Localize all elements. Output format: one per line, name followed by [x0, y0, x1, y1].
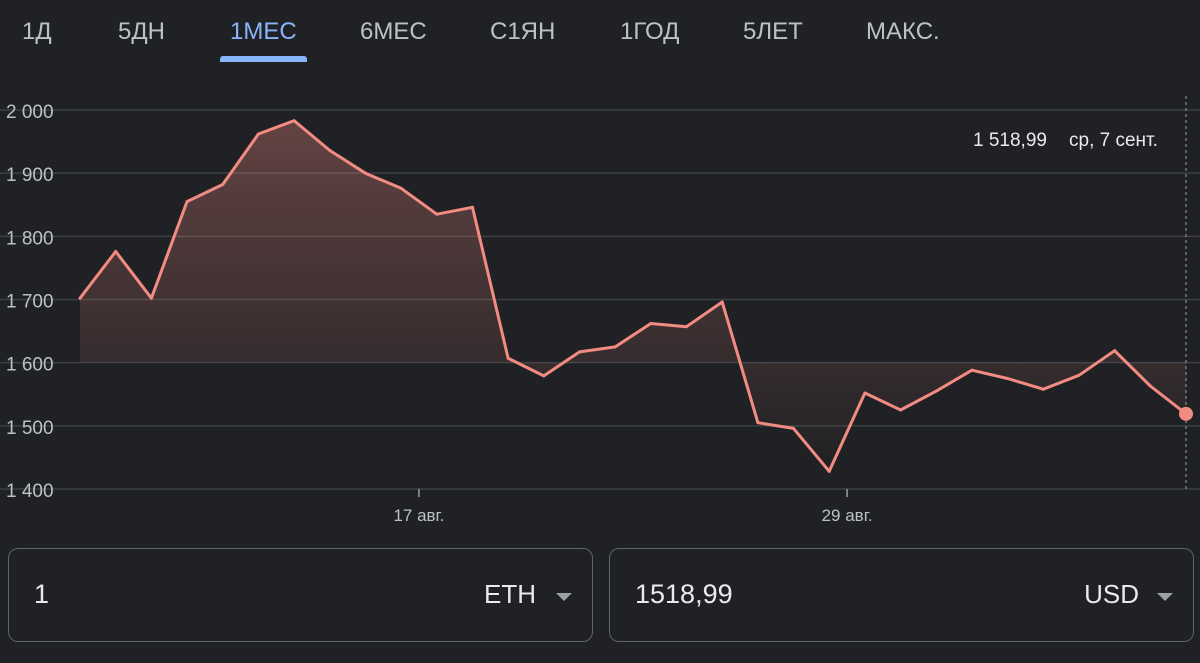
tab-max[interactable]: МАКС. [866, 18, 940, 45]
y-tick-label: 1 600 [6, 355, 54, 376]
data-point [149, 296, 153, 300]
price-area [80, 120, 1186, 472]
y-tick-label: 1 800 [6, 228, 54, 249]
data-point [756, 421, 760, 425]
tab-ytd[interactable]: С1ЯН [490, 18, 556, 45]
tooltip-value: 1 518,99 [973, 130, 1047, 151]
y-tick-label: 1 700 [6, 292, 54, 313]
y-tick-label: 1 400 [6, 481, 54, 502]
data-point [470, 205, 474, 209]
data-point [328, 148, 332, 152]
to-amount-input[interactable]: 1518,99 [635, 579, 733, 609]
y-tick-label: 1 900 [6, 165, 54, 186]
chevron-down-icon[interactable] [556, 593, 572, 601]
x-tick-label: 29 авг. [822, 506, 873, 525]
data-point [542, 374, 546, 378]
from-currency-select[interactable]: ETH [484, 579, 536, 609]
y-tick-label: 1 500 [6, 418, 54, 439]
tooltip-background [951, 116, 1186, 166]
data-point [613, 345, 617, 349]
data-point [720, 300, 724, 304]
data-point [506, 356, 510, 360]
price-chart[interactable]: 2 000 1 900 1 800 1 700 1 600 1 500 1 400 17 а… [0, 80, 1200, 530]
data-point [1006, 376, 1010, 380]
data-point [114, 249, 118, 253]
current-price-dot [1179, 406, 1193, 421]
tab-1m[interactable]: 1МЕС [230, 18, 297, 45]
data-point [1148, 384, 1152, 388]
tab-1d[interactable]: 1Д [22, 18, 52, 45]
data-point [1113, 349, 1117, 353]
tab-5d[interactable]: 5ДН [118, 18, 165, 45]
data-point [934, 389, 938, 393]
data-point [685, 325, 689, 329]
data-point [1077, 373, 1081, 377]
data-point [363, 171, 367, 175]
data-point [970, 368, 974, 372]
active-tab-indicator [220, 56, 307, 62]
x-tick-label: 17 авг. [393, 506, 444, 525]
to-currency-select[interactable]: USD [1084, 579, 1139, 609]
data-point [649, 322, 653, 326]
data-point [185, 200, 189, 204]
data-point [792, 426, 796, 430]
price-line [78, 119, 1187, 473]
data-point [256, 132, 260, 136]
tab-5y[interactable]: 5ЛЕТ [743, 18, 803, 45]
data-point [899, 408, 903, 412]
data-point [435, 212, 439, 216]
data-point [863, 391, 867, 395]
tab-1y[interactable]: 1ГОД [620, 18, 680, 45]
tab-6m[interactable]: 6МЕС [360, 18, 427, 45]
chevron-down-icon[interactable] [1157, 593, 1173, 601]
data-point [1041, 387, 1045, 391]
data-point [577, 350, 581, 354]
time-range-tabs: 1Д 5ДН 1МЕС 6МЕС С1ЯН 1ГОД 5ЛЕТ МАКС. [0, 0, 1200, 64]
from-converter: 1 ETH [8, 548, 593, 642]
data-point [292, 119, 296, 123]
data-point [221, 183, 225, 187]
y-tick-label: 2 000 [6, 102, 54, 123]
to-converter: 1518,99 USD [609, 548, 1194, 642]
data-point [399, 186, 403, 190]
data-point [78, 296, 82, 300]
from-amount-input[interactable]: 1 [34, 579, 50, 609]
tooltip-date: ср, 7 сент. [1069, 130, 1158, 151]
data-point [827, 469, 831, 473]
